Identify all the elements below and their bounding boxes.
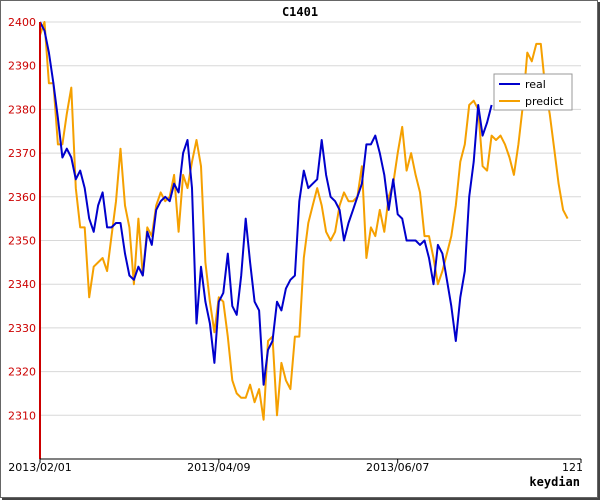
x-axis-ticks: 2013/02/01 2013/04/09 2013/06/07 121 (8, 459, 583, 474)
legend-label-predict: predict (525, 95, 564, 108)
x-tick-label: 2013/06/07 (366, 461, 429, 474)
y-tick-label: 2340 (8, 278, 36, 291)
chart-title: C1401 (282, 5, 318, 19)
series-line-predict (39, 21, 569, 421)
x-axis-label: keydian (529, 475, 580, 489)
y-tick-label: 2390 (8, 60, 36, 73)
y-tick-label: 2370 (8, 147, 36, 160)
x-tick-label: 2013/02/01 (8, 461, 71, 474)
x-tick-label: 2013/04/09 (187, 461, 250, 474)
legend-label-real: real (525, 78, 546, 91)
legend-box (493, 73, 573, 111)
y-tick-label: 2360 (8, 191, 36, 204)
y-tick-label: 2320 (8, 366, 36, 379)
y-tick-label: 2330 (8, 322, 36, 335)
series-lines (39, 21, 569, 421)
grid-lines (40, 21, 581, 416)
y-axis-ticks: 2310 2320 2330 2340 2350 2360 2370 2380 2390 2400 (8, 16, 36, 422)
y-tick-label: 2350 (8, 235, 36, 248)
x-tick-label: 121 (562, 461, 583, 474)
legend: real predict (493, 73, 573, 111)
y-tick-label: 2380 (8, 103, 36, 116)
y-tick-label: 2310 (8, 409, 36, 422)
series-line-real (39, 21, 493, 386)
y-tick-label: 2400 (8, 16, 36, 29)
